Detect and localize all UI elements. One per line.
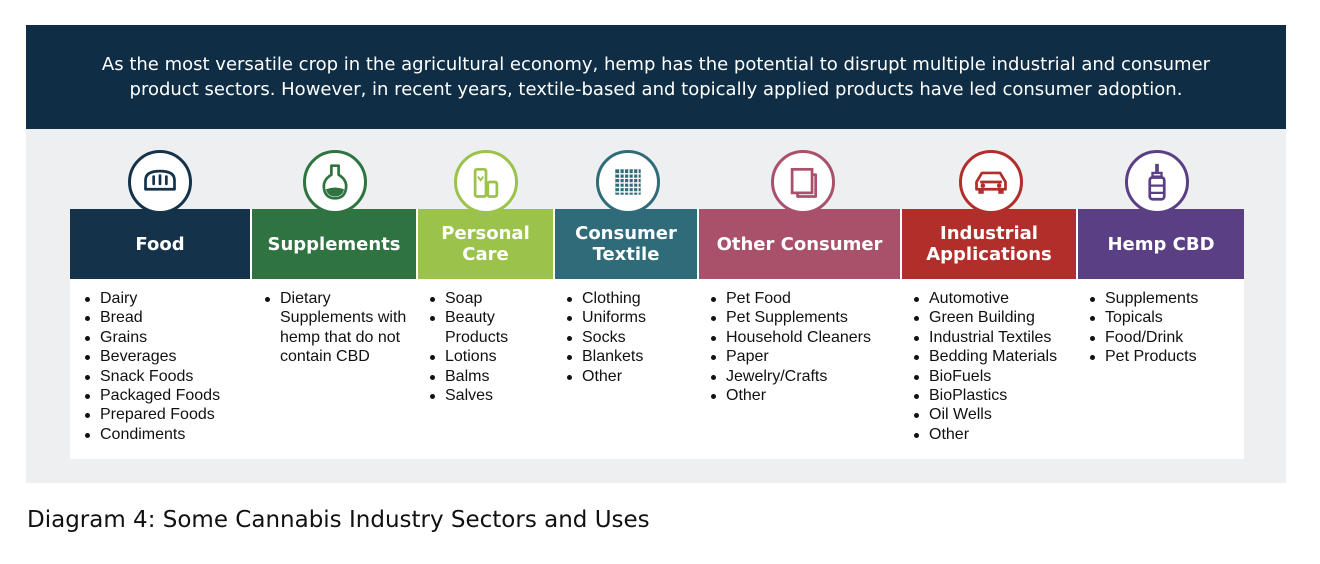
list-item: Industrial Textiles bbox=[909, 328, 1084, 347]
list-item: Pet Food bbox=[706, 289, 901, 308]
industrial-uses-list: Automotive Green Building Industrial Tex… bbox=[909, 289, 1084, 444]
list-item: Food/Drink bbox=[1085, 328, 1240, 347]
list-item: Automotive bbox=[909, 289, 1084, 308]
list-item: Condiments bbox=[80, 425, 250, 444]
list-item: Balms bbox=[425, 367, 550, 386]
list-item: Dairy bbox=[80, 289, 250, 308]
potion-bottle-icon bbox=[303, 150, 367, 214]
list-item: Lotions bbox=[425, 347, 550, 366]
list-item: Bedding Materials bbox=[909, 347, 1084, 366]
intro-line-2: product sectors. However, in recent year… bbox=[129, 79, 1183, 100]
list-item: Prepared Foods bbox=[80, 405, 250, 424]
list-item: BioFuels bbox=[909, 367, 1084, 386]
list-item: Green Building bbox=[909, 308, 1084, 327]
list-item: Beverages bbox=[80, 347, 250, 366]
list-item: Other bbox=[909, 425, 1084, 444]
list-item: Blankets bbox=[562, 347, 697, 366]
sector-consumer-textile: Consumer Textile bbox=[555, 209, 699, 279]
list-item: Topicals bbox=[1085, 308, 1240, 327]
list-item: Salves bbox=[425, 386, 550, 405]
list-item: Other bbox=[562, 367, 697, 386]
list-item: Clothing bbox=[562, 289, 697, 308]
list-item: Bread bbox=[80, 308, 250, 327]
box-icon bbox=[771, 150, 835, 214]
list-item: Beauty Products bbox=[425, 308, 515, 347]
dropper-bottle-icon bbox=[1125, 150, 1189, 214]
list-item: BioPlastics bbox=[909, 386, 1084, 405]
list-item: Dietary Supplements with hemp that do no… bbox=[260, 289, 410, 367]
sector-industrial-applications: Industrial Applications bbox=[902, 209, 1078, 279]
list-item: Pet Products bbox=[1085, 347, 1240, 366]
sector-other-consumer: Other Consumer bbox=[699, 209, 902, 279]
list-item: Supplements bbox=[1085, 289, 1240, 308]
list-item: Jewelry/Crafts bbox=[706, 367, 901, 386]
list-item: Soap bbox=[425, 289, 550, 308]
list-item: Socks bbox=[562, 328, 697, 347]
intro-line-1: As the most versatile crop in the agricu… bbox=[101, 54, 1211, 75]
supplements-uses-list: Dietary Supplements with hemp that do no… bbox=[260, 289, 410, 367]
list-item: Paper bbox=[706, 347, 901, 366]
lotion-tube-icon bbox=[454, 150, 518, 214]
intro-banner: As the most versatile crop in the agricu… bbox=[26, 25, 1286, 129]
fabric-weave-icon bbox=[596, 150, 660, 214]
sector-hemp-cbd: Hemp CBD bbox=[1078, 209, 1244, 279]
list-item: Packaged Foods bbox=[80, 386, 250, 405]
list-item: Grains bbox=[80, 328, 250, 347]
list-item: Uniforms bbox=[562, 308, 697, 327]
sector-personal-care: Personal Care bbox=[418, 209, 555, 279]
car-icon bbox=[959, 150, 1023, 214]
list-item: Pet Supplements bbox=[706, 308, 901, 327]
consumer-textile-uses-list: Clothing Uniforms Socks Blankets Other bbox=[562, 289, 697, 386]
list-item: Other bbox=[706, 386, 901, 405]
sector-food: Food bbox=[70, 209, 252, 279]
list-item: Oil Wells bbox=[909, 405, 1084, 424]
list-item: Snack Foods bbox=[80, 367, 250, 386]
personal-care-uses-list: Soap Beauty Products Lotions Balms Salve… bbox=[425, 289, 550, 405]
food-uses-list: Dairy Bread Grains Beverages Snack Foods… bbox=[80, 289, 250, 444]
bread-icon bbox=[128, 150, 192, 214]
list-item: Household Cleaners bbox=[706, 328, 901, 347]
sector-supplements: Supplements bbox=[252, 209, 418, 279]
other-consumer-uses-list: Pet Food Pet Supplements Household Clean… bbox=[706, 289, 901, 405]
hemp-cbd-uses-list: Supplements Topicals Food/Drink Pet Prod… bbox=[1085, 289, 1240, 367]
diagram-caption: Diagram 4: Some Cannabis Industry Sector… bbox=[27, 507, 650, 533]
